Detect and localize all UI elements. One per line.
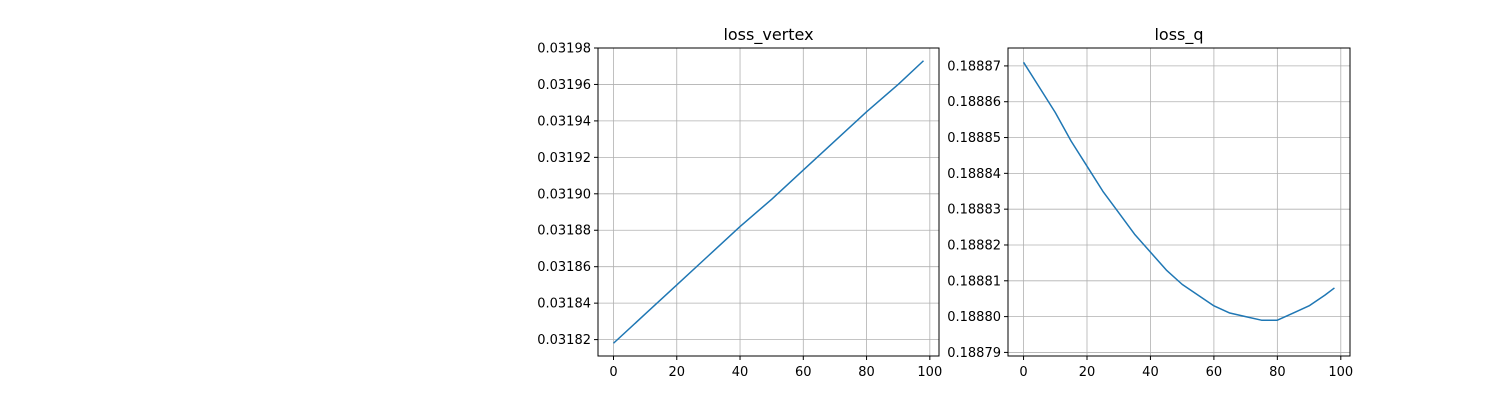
chart-title: loss_vertex [723, 25, 813, 45]
chart-title: loss_q [1154, 25, 1203, 45]
y-tick-label: 0.03194 [537, 114, 591, 129]
x-tick-label: 0 [1019, 365, 1027, 380]
y-tick-label: 0.03182 [537, 333, 591, 348]
y-tick-label: 0.18879 [947, 346, 1001, 361]
chart-panel-2: 0 20 40 60 80 100 0.18879 0.18880 0.18881 0.18882… [947, 25, 1353, 380]
x-tick-label: 60 [1206, 365, 1223, 380]
y-tick-label: 0.18886 [947, 95, 1001, 110]
plot-frame [1007, 47, 1351, 357]
y-tick-label: 0.18881 [947, 274, 1001, 289]
y-tick-label: 0.03186 [537, 260, 591, 275]
y-tick-label: 0.18887 [947, 59, 1001, 74]
x-tick-label: 0 [609, 365, 617, 380]
y-tick-label: 0.18880 [947, 310, 1001, 325]
y-tick-label: 0.03196 [537, 78, 591, 93]
x-tick-label: 100 [1328, 365, 1353, 380]
plot-frame [597, 47, 940, 357]
chart-panel-1: 0 20 40 60 80 100 0.03182 0.03184 0.03186 0.03188… [537, 25, 942, 380]
y-tick-label: 0.03198 [537, 42, 591, 57]
x-tick-label: 80 [1269, 365, 1286, 380]
y-tick-label: 0.18885 [947, 131, 1001, 146]
x-tick-label: 20 [1079, 365, 1096, 380]
x-tick-label: 20 [668, 365, 685, 380]
x-tick-label: 80 [858, 365, 875, 380]
y-tick-label: 0.03184 [537, 297, 591, 312]
y-tick-label: 0.18882 [947, 238, 1001, 253]
x-tick-label: 40 [1142, 365, 1159, 380]
y-tick-label: 0.18883 [947, 203, 1001, 218]
y-tick-label: 0.03192 [537, 151, 591, 166]
y-tick-label: 0.03188 [537, 224, 591, 239]
x-tick-label: 100 [917, 365, 942, 380]
series-line [612, 60, 925, 344]
x-tick-label: 60 [795, 365, 812, 380]
series-line [1022, 61, 1335, 321]
x-tick-label: 40 [732, 365, 749, 380]
y-tick-label: 0.18884 [947, 167, 1001, 182]
y-tick-label: 0.03190 [537, 187, 591, 202]
